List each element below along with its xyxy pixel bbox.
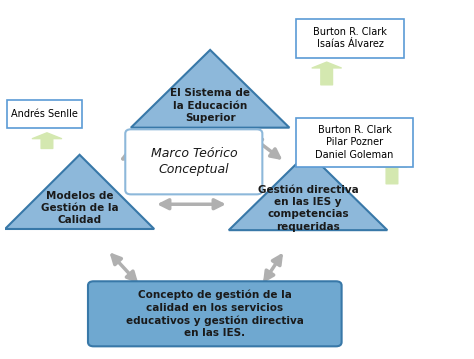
Polygon shape (5, 155, 154, 229)
FancyBboxPatch shape (296, 19, 404, 57)
FancyBboxPatch shape (88, 281, 342, 346)
Text: Marco Teórico
Conceptual: Marco Teórico Conceptual (151, 147, 237, 176)
Text: Burton R. Clark
Pilar Pozner
Daniel Goleman: Burton R. Clark Pilar Pozner Daniel Gole… (316, 125, 394, 160)
Text: Concepto de gestión de la
calidad en los servicios
educativos y gestión directiv: Concepto de gestión de la calidad en los… (126, 290, 304, 338)
Polygon shape (229, 153, 387, 230)
Text: Modelos de
Gestión de la
Calidad: Modelos de Gestión de la Calidad (41, 191, 118, 225)
Text: Gestión directiva
en las IES y
competencias
requeridas: Gestión directiva en las IES y competenc… (258, 185, 358, 232)
FancyBboxPatch shape (296, 118, 413, 167)
Text: Andrés Senlle: Andrés Senlle (11, 109, 78, 119)
Text: Burton R. Clark
Isaías Álvarez: Burton R. Clark Isaías Álvarez (313, 27, 387, 49)
Text: El Sistema de
la Educación
Superior: El Sistema de la Educación Superior (170, 88, 250, 123)
Polygon shape (131, 50, 290, 128)
FancyBboxPatch shape (7, 100, 82, 128)
FancyBboxPatch shape (125, 129, 262, 194)
